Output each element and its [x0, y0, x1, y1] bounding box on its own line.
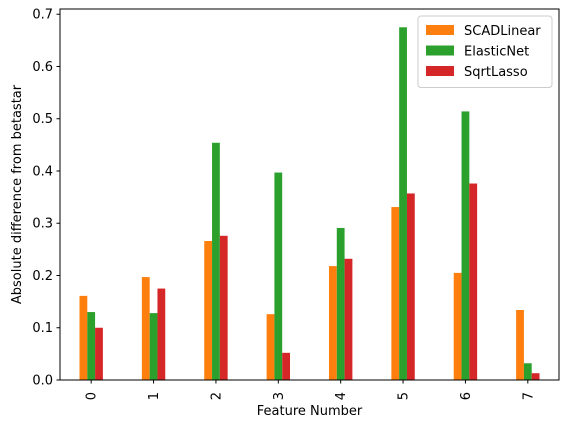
x-tick-label: 5	[397, 392, 412, 400]
x-tick-label: 3	[272, 392, 287, 400]
bar-elasticnet-2	[212, 142, 220, 380]
legend-swatch-sqrtlasso	[426, 66, 454, 76]
legend-label-sqrtlasso: SqrtLasso	[464, 65, 528, 80]
y-tick-label: 0.4	[32, 164, 53, 179]
legend-label-elasticnet: ElasticNet	[464, 45, 529, 60]
bar-elasticnet-7	[523, 363, 532, 380]
bar-sqrtlasso-5	[406, 193, 415, 380]
y-tick-label: 0.3	[32, 217, 53, 232]
y-tick-label: 0.0	[32, 374, 53, 389]
plot-frame	[59, 8, 560, 381]
bar-scadlinear-7	[516, 309, 524, 380]
bar-elasticnet-5	[399, 27, 407, 380]
legend: SCADLinear ElasticNet SqrtLasso	[417, 15, 553, 88]
x-tick-label: 1	[147, 392, 162, 400]
bar-elasticnet-4	[336, 227, 345, 380]
bar-sqrtlasso-0	[95, 327, 103, 380]
bar-scadlinear-3	[266, 314, 275, 380]
x-tick-label: 4	[334, 392, 349, 400]
bar-elasticnet-1	[149, 313, 158, 380]
bar-scadlinear-6	[453, 272, 462, 380]
bar-elasticnet-3	[274, 172, 283, 380]
y-tick-label: 0.1	[32, 321, 53, 336]
bar-scadlinear-0	[79, 295, 88, 380]
x-tick-label: 6	[459, 392, 474, 400]
legend-label-scadlinear: SCADLinear	[464, 24, 541, 39]
legend-swatch-scadlinear	[426, 25, 454, 35]
bar-scadlinear-4	[328, 266, 337, 380]
x-tick-label: 0	[85, 392, 100, 400]
x-tick-label: 7	[521, 392, 536, 400]
x-tick-label: 2	[209, 392, 224, 400]
bar-elasticnet-0	[87, 312, 96, 380]
y-tick-label: 0.5	[32, 112, 53, 127]
y-tick-label: 0.7	[32, 8, 53, 23]
x-axis-label: Feature Number	[257, 404, 363, 419]
bar-elasticnet-6	[461, 111, 470, 381]
bar-sqrtlasso-7	[531, 373, 540, 380]
bar-sqrtlasso-1	[157, 288, 166, 380]
bars-group	[79, 27, 540, 381]
ticks-group: 0.0 0.1 0.2 0.3 0.4 0.5 0.6 0.7 0 1 2 3 4 5 6 7	[32, 8, 536, 401]
bar-scadlinear-1	[141, 277, 150, 380]
y-tick-label: 0.2	[32, 269, 53, 284]
bar-sqrtlasso-2	[219, 235, 228, 380]
bar-sqrtlasso-4	[344, 258, 353, 380]
y-axis-label: Absolute difference from betastar	[10, 84, 25, 304]
bar-sqrtlasso-6	[469, 183, 478, 380]
y-tick-label: 0.6	[32, 60, 53, 75]
bar-sqrtlasso-3	[282, 352, 291, 380]
legend-swatch-elasticnet	[426, 45, 454, 56]
bar-scadlinear-2	[204, 241, 213, 380]
bar-scadlinear-5	[391, 207, 400, 380]
